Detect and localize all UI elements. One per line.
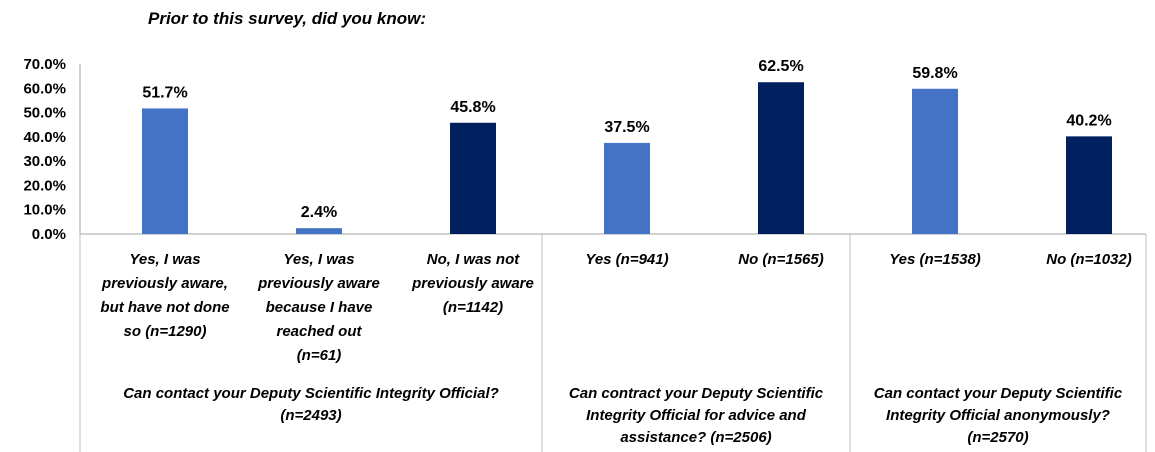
y-axis-ticks: 0.0% 10.0% 20.0% 30.0% 40.0% 50.0% 60.0% 70.0% <box>23 56 66 243</box>
bar <box>296 228 342 234</box>
bar <box>142 108 188 234</box>
category-label: No (n=1565) <box>738 251 823 268</box>
data-label: 51.7% <box>142 84 187 101</box>
y-tick-label: 30.0% <box>23 153 66 170</box>
bars <box>142 82 1112 235</box>
group-label: Can contact your Deputy Scientific Integ… <box>123 385 499 424</box>
data-label: 59.8% <box>912 65 957 82</box>
y-tick-label: 10.0% <box>23 202 66 219</box>
bar <box>758 82 804 234</box>
y-tick-label: 70.0% <box>23 56 66 73</box>
y-tick-label: 40.0% <box>23 129 66 146</box>
data-label: 45.8% <box>450 99 495 116</box>
category-labels: Yes, I was previously aware, but have not … <box>100 251 1131 364</box>
group-labels: Can contact your Deputy Scientific Integ… <box>123 385 1123 446</box>
category-label: Yes, I was previously aware, but have not … <box>100 251 229 340</box>
data-label: 40.2% <box>1066 112 1111 129</box>
category-label: Yes (n=941) <box>585 251 668 268</box>
category-label: Yes, I was previously aware because I have… <box>257 251 380 364</box>
y-tick-label: 60.0% <box>23 80 66 97</box>
axes <box>79 64 1147 452</box>
bar <box>604 142 650 234</box>
group-label: Can contract your Deputy Scientific Integ… <box>569 385 824 446</box>
bar <box>450 122 496 234</box>
data-label: 62.5% <box>758 58 803 75</box>
y-tick-label: 20.0% <box>23 177 66 194</box>
group-label: Can contact your Deputy Scientific Integr… <box>874 385 1123 446</box>
y-tick-label: 50.0% <box>23 105 66 122</box>
category-label: No, I was not previously aware (n=1142) <box>411 251 534 316</box>
bar <box>1066 136 1112 234</box>
category-label: Yes (n=1538) <box>889 251 981 268</box>
data-label: 2.4% <box>301 204 337 221</box>
data-label: 37.5% <box>604 119 649 136</box>
data-labels: 51.7% 2.4% 45.8% 37.5% 62.5% 59.8% 40.2% <box>142 58 1111 221</box>
category-label: No (n=1032) <box>1046 251 1131 268</box>
y-tick-label: 0.0% <box>32 226 66 243</box>
bar <box>912 88 958 235</box>
chart-title: Prior to this survey, did you know: <box>148 9 426 28</box>
